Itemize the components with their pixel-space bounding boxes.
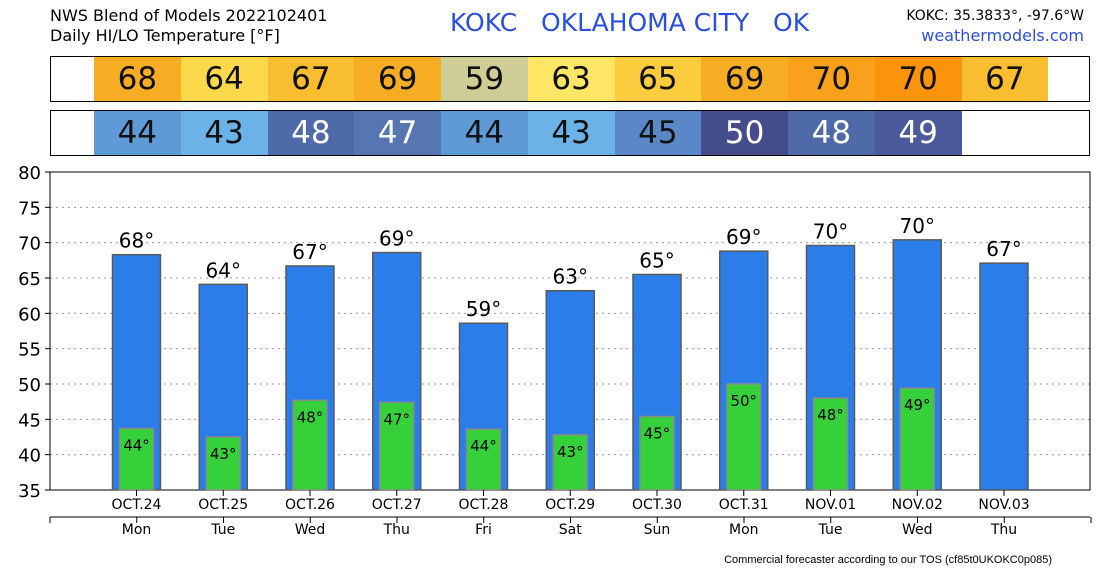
x-tick-label: OCT.29 <box>545 497 595 513</box>
y-tick-label: 45 <box>18 410 41 431</box>
x-tick-label: OCT.28 <box>459 497 509 513</box>
lo-bar <box>379 401 415 491</box>
hi-bar-label: 69° <box>379 227 414 251</box>
lo-temp-strip: 44 43 48 47 44 43 45 50 48 49 <box>50 110 1090 156</box>
x-tick-label: NOV.03 <box>978 497 1029 513</box>
x-tick-label: NOV.01 <box>805 497 856 513</box>
y-tick-label: 50 <box>18 375 41 396</box>
lo-temp-cell: 45 <box>614 111 702 155</box>
hi-temp-cell: 67 <box>267 57 355 101</box>
y-tick-label: 40 <box>18 446 41 467</box>
day-label: Wed <box>295 522 326 538</box>
hi-bar <box>979 262 1029 491</box>
lo-bar <box>552 434 588 491</box>
footer-note: Commercial forecaster according to our T… <box>724 554 1052 566</box>
y-tick-label: 70 <box>18 234 41 255</box>
hi-bar-label: 63° <box>553 265 588 289</box>
hi-bar-label: 67° <box>292 240 327 264</box>
day-label: Sat <box>559 522 582 538</box>
x-tick-label: OCT.26 <box>285 497 335 513</box>
lo-bar <box>465 428 502 491</box>
hi-bar-label: 70° <box>813 219 848 243</box>
hi-temp-cell: 69 <box>354 57 441 101</box>
x-tick-label: OCT.24 <box>112 497 162 513</box>
hi-temp-cell: 67 <box>961 57 1049 101</box>
hi-temp-strip: 68 64 67 69 59 63 65 69 70 70 67 <box>50 56 1090 102</box>
day-label: Thu <box>990 522 1017 538</box>
x-tick-label: OCT.25 <box>198 497 248 513</box>
lo-temp-cell: 44 <box>94 111 181 155</box>
day-label: Mon <box>729 522 759 538</box>
station-title: KOKC OKLAHOMA CITY OK <box>450 8 810 37</box>
header-right: KOKC: 35.3833°, -97.6°W weathermodels.co… <box>906 6 1084 46</box>
lo-temp-cell: 43 <box>180 111 268 155</box>
lo-bar-label: 43° <box>557 443 584 461</box>
hi-bar-label: 59° <box>466 297 501 321</box>
lo-bar <box>726 383 762 491</box>
model-title: NWS Blend of Models 2022102401 <box>50 6 328 25</box>
hi-temp-cell: 68 <box>94 57 181 101</box>
lo-temp-cell: 50 <box>701 111 788 155</box>
y-tick-label: 65 <box>18 269 41 290</box>
x-tick-label: OCT.31 <box>719 497 769 513</box>
lo-bar-label: 45° <box>644 425 671 443</box>
lo-temp-cell: 43 <box>527 111 615 155</box>
hi-bar-label: 68° <box>119 229 154 253</box>
lo-bar-label: 47° <box>383 410 410 428</box>
lo-bar-label: 43° <box>210 445 237 463</box>
hi-temp-cell: 70 <box>788 57 875 101</box>
lo-temp-cell: 48 <box>788 111 875 155</box>
lo-temp-cell: 44 <box>441 111 528 155</box>
lo-bar <box>118 427 155 491</box>
hi-temp-cell: 70 <box>874 57 962 101</box>
y-tick-label: 35 <box>18 481 41 502</box>
hi-bar-label: 70° <box>900 214 935 238</box>
y-tick-label: 60 <box>18 304 41 325</box>
lo-temp-cell: 48 <box>267 111 355 155</box>
temperature-chart: 35 40 45 50 55 60 65 70 75 80 68° 64° 67° 69° 59° 63° 65… <box>18 163 1092 538</box>
lo-bar-label: 48° <box>297 408 324 426</box>
hi-temp-cell: 69 <box>701 57 788 101</box>
lo-bar <box>639 415 675 491</box>
lo-bar-label: 44° <box>470 437 497 455</box>
day-label: Mon <box>122 522 152 538</box>
hi-temp-cell: 63 <box>527 57 615 101</box>
day-label: Fri <box>475 522 492 538</box>
hi-bar-label: 64° <box>206 258 241 282</box>
station-coords: KOKC: 35.3833°, -97.6°W <box>906 8 1084 24</box>
x-tick-label: OCT.30 <box>632 497 682 513</box>
lo-bar-label: 50° <box>730 392 757 410</box>
y-tick-label: 75 <box>18 198 41 219</box>
y-tick-label: 80 <box>18 163 41 184</box>
header-left: NWS Blend of Models 2022102401 Daily HI/… <box>50 6 327 46</box>
lo-bar-label: 44° <box>123 437 150 455</box>
day-label: Wed <box>902 522 933 538</box>
chart-subtitle: Daily HI/LO Temperature [°F] <box>50 26 280 45</box>
day-label: Tue <box>818 522 843 538</box>
lo-bar-label: 49° <box>904 396 931 414</box>
hi-temp-cell: 65 <box>614 57 702 101</box>
lo-temp-cell: 49 <box>874 111 962 155</box>
day-label: Sun <box>644 522 671 538</box>
x-tick-label: NOV.02 <box>892 497 943 513</box>
hi-bar-label: 65° <box>639 248 674 272</box>
hi-bar-label: 69° <box>726 225 761 249</box>
hi-bar-label: 67° <box>986 237 1021 261</box>
x-tick-label: OCT.27 <box>372 497 422 513</box>
lo-bar <box>292 399 328 491</box>
day-label: Tue <box>210 522 235 538</box>
hi-temp-cell: 64 <box>180 57 268 101</box>
y-tick-label: 55 <box>18 340 41 361</box>
day-label: Thu <box>383 522 410 538</box>
lo-bar-label: 48° <box>817 406 844 424</box>
site-link[interactable]: weathermodels.com <box>921 26 1084 45</box>
lo-temp-cell: 47 <box>354 111 441 155</box>
hi-temp-cell: 59 <box>441 57 528 101</box>
